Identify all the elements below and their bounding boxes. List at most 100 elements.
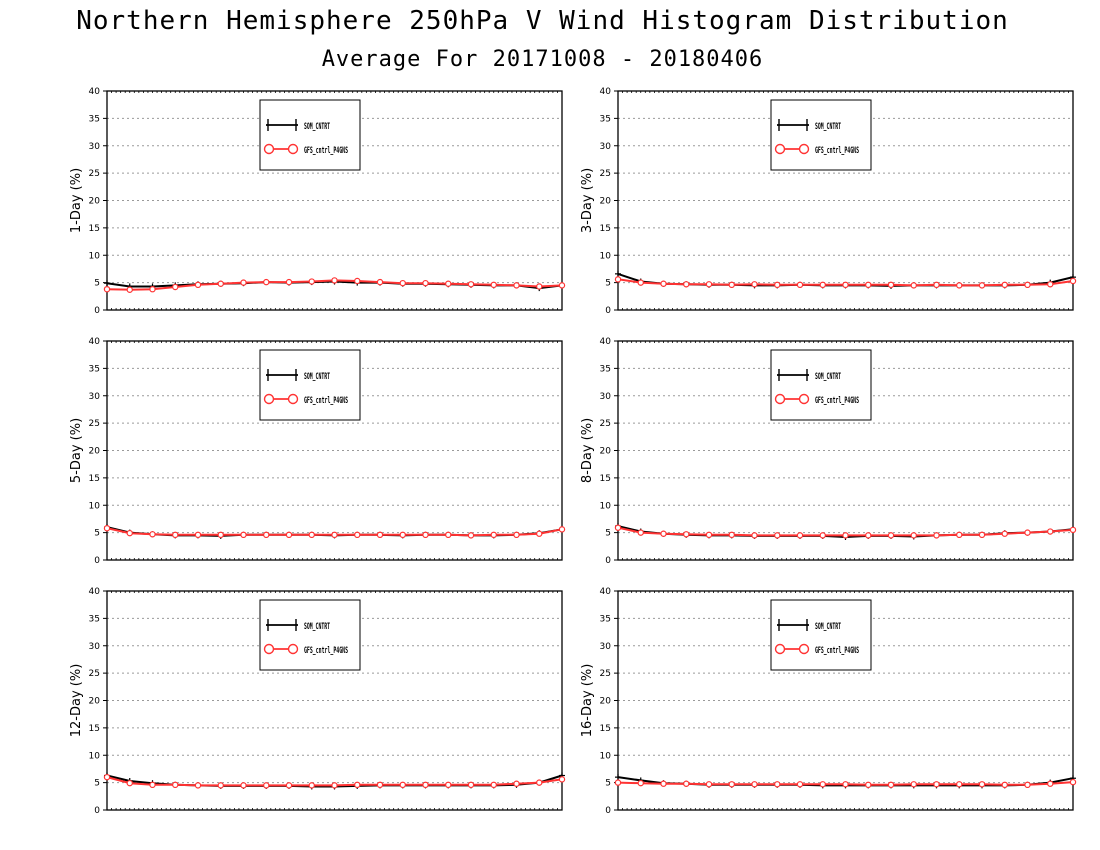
data-point-circle [445, 531, 452, 539]
data-point-circle [774, 532, 781, 539]
plot-frame [617, 90, 1074, 311]
data-point-circle [1069, 778, 1077, 786]
y-tick-label: 25 [89, 669, 100, 679]
y-tick-label: 40 [600, 587, 612, 597]
data-point-circle [376, 278, 384, 286]
data-point-circle [819, 532, 826, 539]
data-point-circle [865, 532, 872, 539]
y-axis-label: 12-Day (%) [69, 664, 84, 738]
y-tick-label: 5 [605, 779, 611, 789]
data-point-circle [683, 780, 690, 787]
data-point-circle [978, 531, 986, 539]
y-axis-label: 5-Day (%) [69, 418, 84, 483]
data-point-circle [399, 531, 406, 539]
legend-marker-circle [263, 643, 275, 655]
data-point-plus [104, 280, 110, 287]
y-tick-label: 10 [89, 251, 101, 261]
y-tick-label: 10 [600, 251, 612, 261]
legend-label: GFS_cntrl_P4GNS [815, 146, 859, 156]
y-tick-label: 15 [89, 724, 100, 734]
data-point-circle [774, 781, 781, 788]
legend-box [770, 599, 872, 671]
data-point-circle [842, 781, 849, 788]
y-tick-label: 10 [89, 501, 101, 511]
data-point-circle [217, 280, 224, 287]
y-tick-label: 20 [600, 697, 612, 707]
data-point-circle [422, 781, 429, 789]
data-point-circle [467, 532, 475, 539]
data-point-circle [933, 532, 940, 539]
data-point-circle [172, 531, 179, 539]
data-point-circle [445, 781, 452, 789]
legend-label: GFS_cntrl_P4GNS [304, 396, 348, 406]
data-point-circle [103, 773, 111, 781]
y-tick-label: 30 [600, 142, 612, 152]
y-tick-label: 30 [89, 642, 101, 652]
legend-box [259, 599, 361, 671]
data-point-circle [354, 781, 361, 789]
plot-frame [106, 340, 563, 561]
data-point-circle [149, 531, 156, 538]
data-point-circle [467, 281, 475, 288]
legend-label: GFS_cntrl_P4GNS [815, 396, 859, 406]
data-point-circle [819, 281, 826, 289]
data-point-circle [149, 285, 156, 293]
chart-panel-4: 0 5 10 15 20 25 30 35 40 8-Day (%) SOM_CNTRT GFS_cn… [580, 337, 1077, 566]
chart-panel-3: 0 5 10 15 20 25 30 35 40 5-Day (%) SOM_CNTRT GFS_cn… [69, 337, 566, 566]
data-point-circle [796, 781, 804, 788]
legend-marker-circle [263, 393, 275, 405]
y-tick-label: 15 [600, 224, 611, 234]
data-point-circle [536, 779, 543, 786]
legend-label: SOM_CNTRT [815, 372, 841, 382]
data-point-circle [865, 281, 872, 289]
data-point-circle [490, 531, 497, 539]
legend-marker-circle [774, 643, 786, 655]
y-tick-label: 30 [89, 142, 101, 152]
chart-panel-5: 0 5 10 15 20 25 30 35 40 12-Day (%) SOM_CNTRT GFS_c… [69, 587, 566, 816]
data-point-circle [331, 531, 338, 539]
y-tick-label: 0 [605, 806, 611, 816]
data-point-circle [126, 779, 133, 787]
y-tick-label: 20 [89, 447, 101, 457]
y-tick-label: 30 [600, 392, 612, 402]
y-tick-label: 40 [89, 87, 101, 97]
plot-frame [617, 590, 1074, 811]
data-point-circle [308, 531, 315, 539]
data-point-circle [263, 782, 270, 789]
legend-marker-circle [287, 643, 299, 655]
y-tick-label: 40 [600, 87, 612, 97]
data-point-circle [354, 277, 361, 285]
y-tick-label: 25 [600, 169, 611, 179]
legend-box [259, 99, 361, 171]
legend-marker-circle [774, 143, 786, 155]
y-tick-label: 0 [94, 306, 100, 316]
legend-label: SOM_CNTRT [815, 122, 841, 132]
data-point-circle [172, 283, 179, 291]
data-point-circle [956, 282, 963, 289]
y-tick-label: 0 [605, 306, 611, 316]
y-tick-label: 35 [600, 114, 611, 124]
data-point-circle [683, 281, 690, 288]
data-point-circle [751, 532, 758, 539]
data-point-circle [637, 279, 644, 286]
y-tick-label: 10 [600, 501, 612, 511]
data-point-circle [842, 281, 849, 289]
data-point-circle [887, 532, 895, 539]
data-point-circle [240, 531, 247, 539]
data-point-circle [956, 531, 963, 539]
data-point-circle [149, 781, 156, 789]
y-tick-label: 5 [605, 279, 611, 289]
data-point-circle [1024, 781, 1031, 789]
y-tick-label: 5 [94, 779, 100, 789]
data-point-circle [660, 530, 667, 537]
legend-label: SOM_CNTRT [304, 622, 330, 632]
y-tick-label: 35 [600, 364, 611, 374]
data-point-circle [887, 281, 895, 289]
legend-box [770, 99, 872, 171]
data-point-circle [194, 281, 202, 289]
data-point-circle [1047, 780, 1054, 787]
y-tick-label: 0 [94, 556, 100, 566]
y-axis-label: 1-Day (%) [69, 168, 84, 233]
data-point-circle [978, 282, 986, 289]
